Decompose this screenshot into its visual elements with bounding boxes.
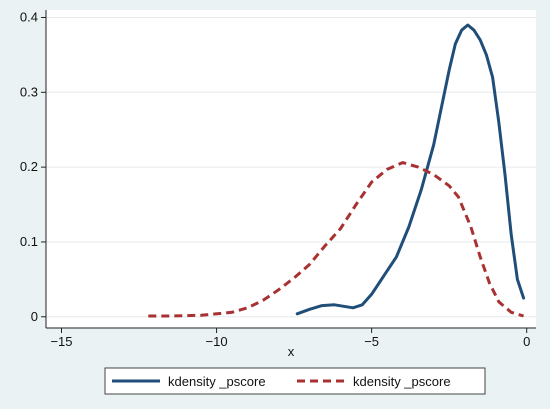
- plot-area: [46, 10, 536, 328]
- legend: kdensity _pscore kdensity _pscore: [104, 367, 486, 395]
- x-tick-label: 0: [523, 334, 530, 349]
- y-tick-label: 0.3: [20, 84, 38, 99]
- x-axis-label: x: [288, 344, 295, 359]
- legend-label-2: kdensity _pscore: [353, 374, 451, 389]
- x-tick-label: −10: [206, 334, 228, 349]
- legend-label-1: kdensity _pscore: [168, 374, 266, 389]
- series-line-1: [295, 23, 526, 316]
- series-lines: [148, 23, 526, 318]
- axes: 0 0.1 0.2 0.3 0.4 −15 −10 −5 0: [20, 9, 536, 349]
- y-tick-label: 0.2: [20, 159, 38, 174]
- legend-box: [104, 367, 486, 395]
- x-tick-label: −5: [364, 334, 379, 349]
- x-tick-label: −15: [50, 334, 72, 349]
- grid-lines: [46, 16, 536, 318]
- y-tick-label: 0.1: [20, 234, 38, 249]
- y-tick-label: 0: [31, 309, 38, 324]
- y-tick-label: 0.4: [20, 9, 38, 24]
- series-line-2: [148, 161, 525, 318]
